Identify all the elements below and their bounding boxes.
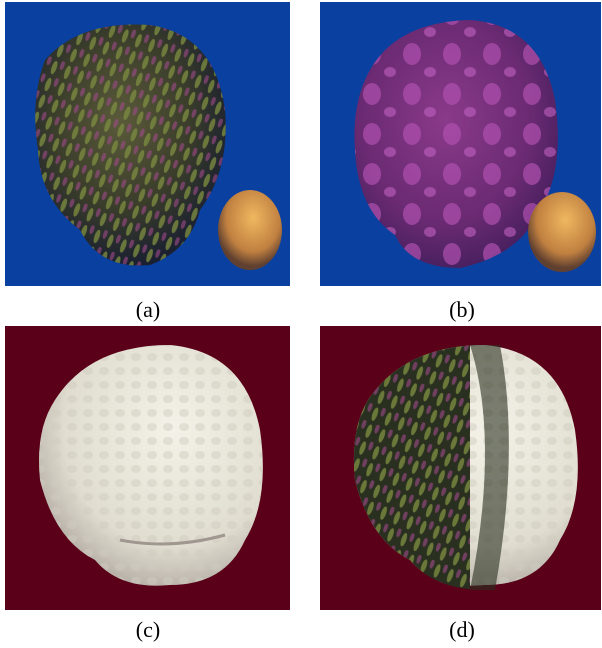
figure: (a) (b) (c) (d) bbox=[0, 0, 602, 648]
panel-b bbox=[320, 2, 601, 286]
caption: (a) bbox=[136, 297, 160, 322]
caption: (d) bbox=[449, 617, 475, 642]
panel-d bbox=[320, 326, 601, 610]
caption: (b) bbox=[449, 297, 475, 322]
caption: (c) bbox=[136, 617, 160, 642]
panel-a bbox=[5, 2, 290, 286]
panel-c bbox=[5, 326, 290, 610]
